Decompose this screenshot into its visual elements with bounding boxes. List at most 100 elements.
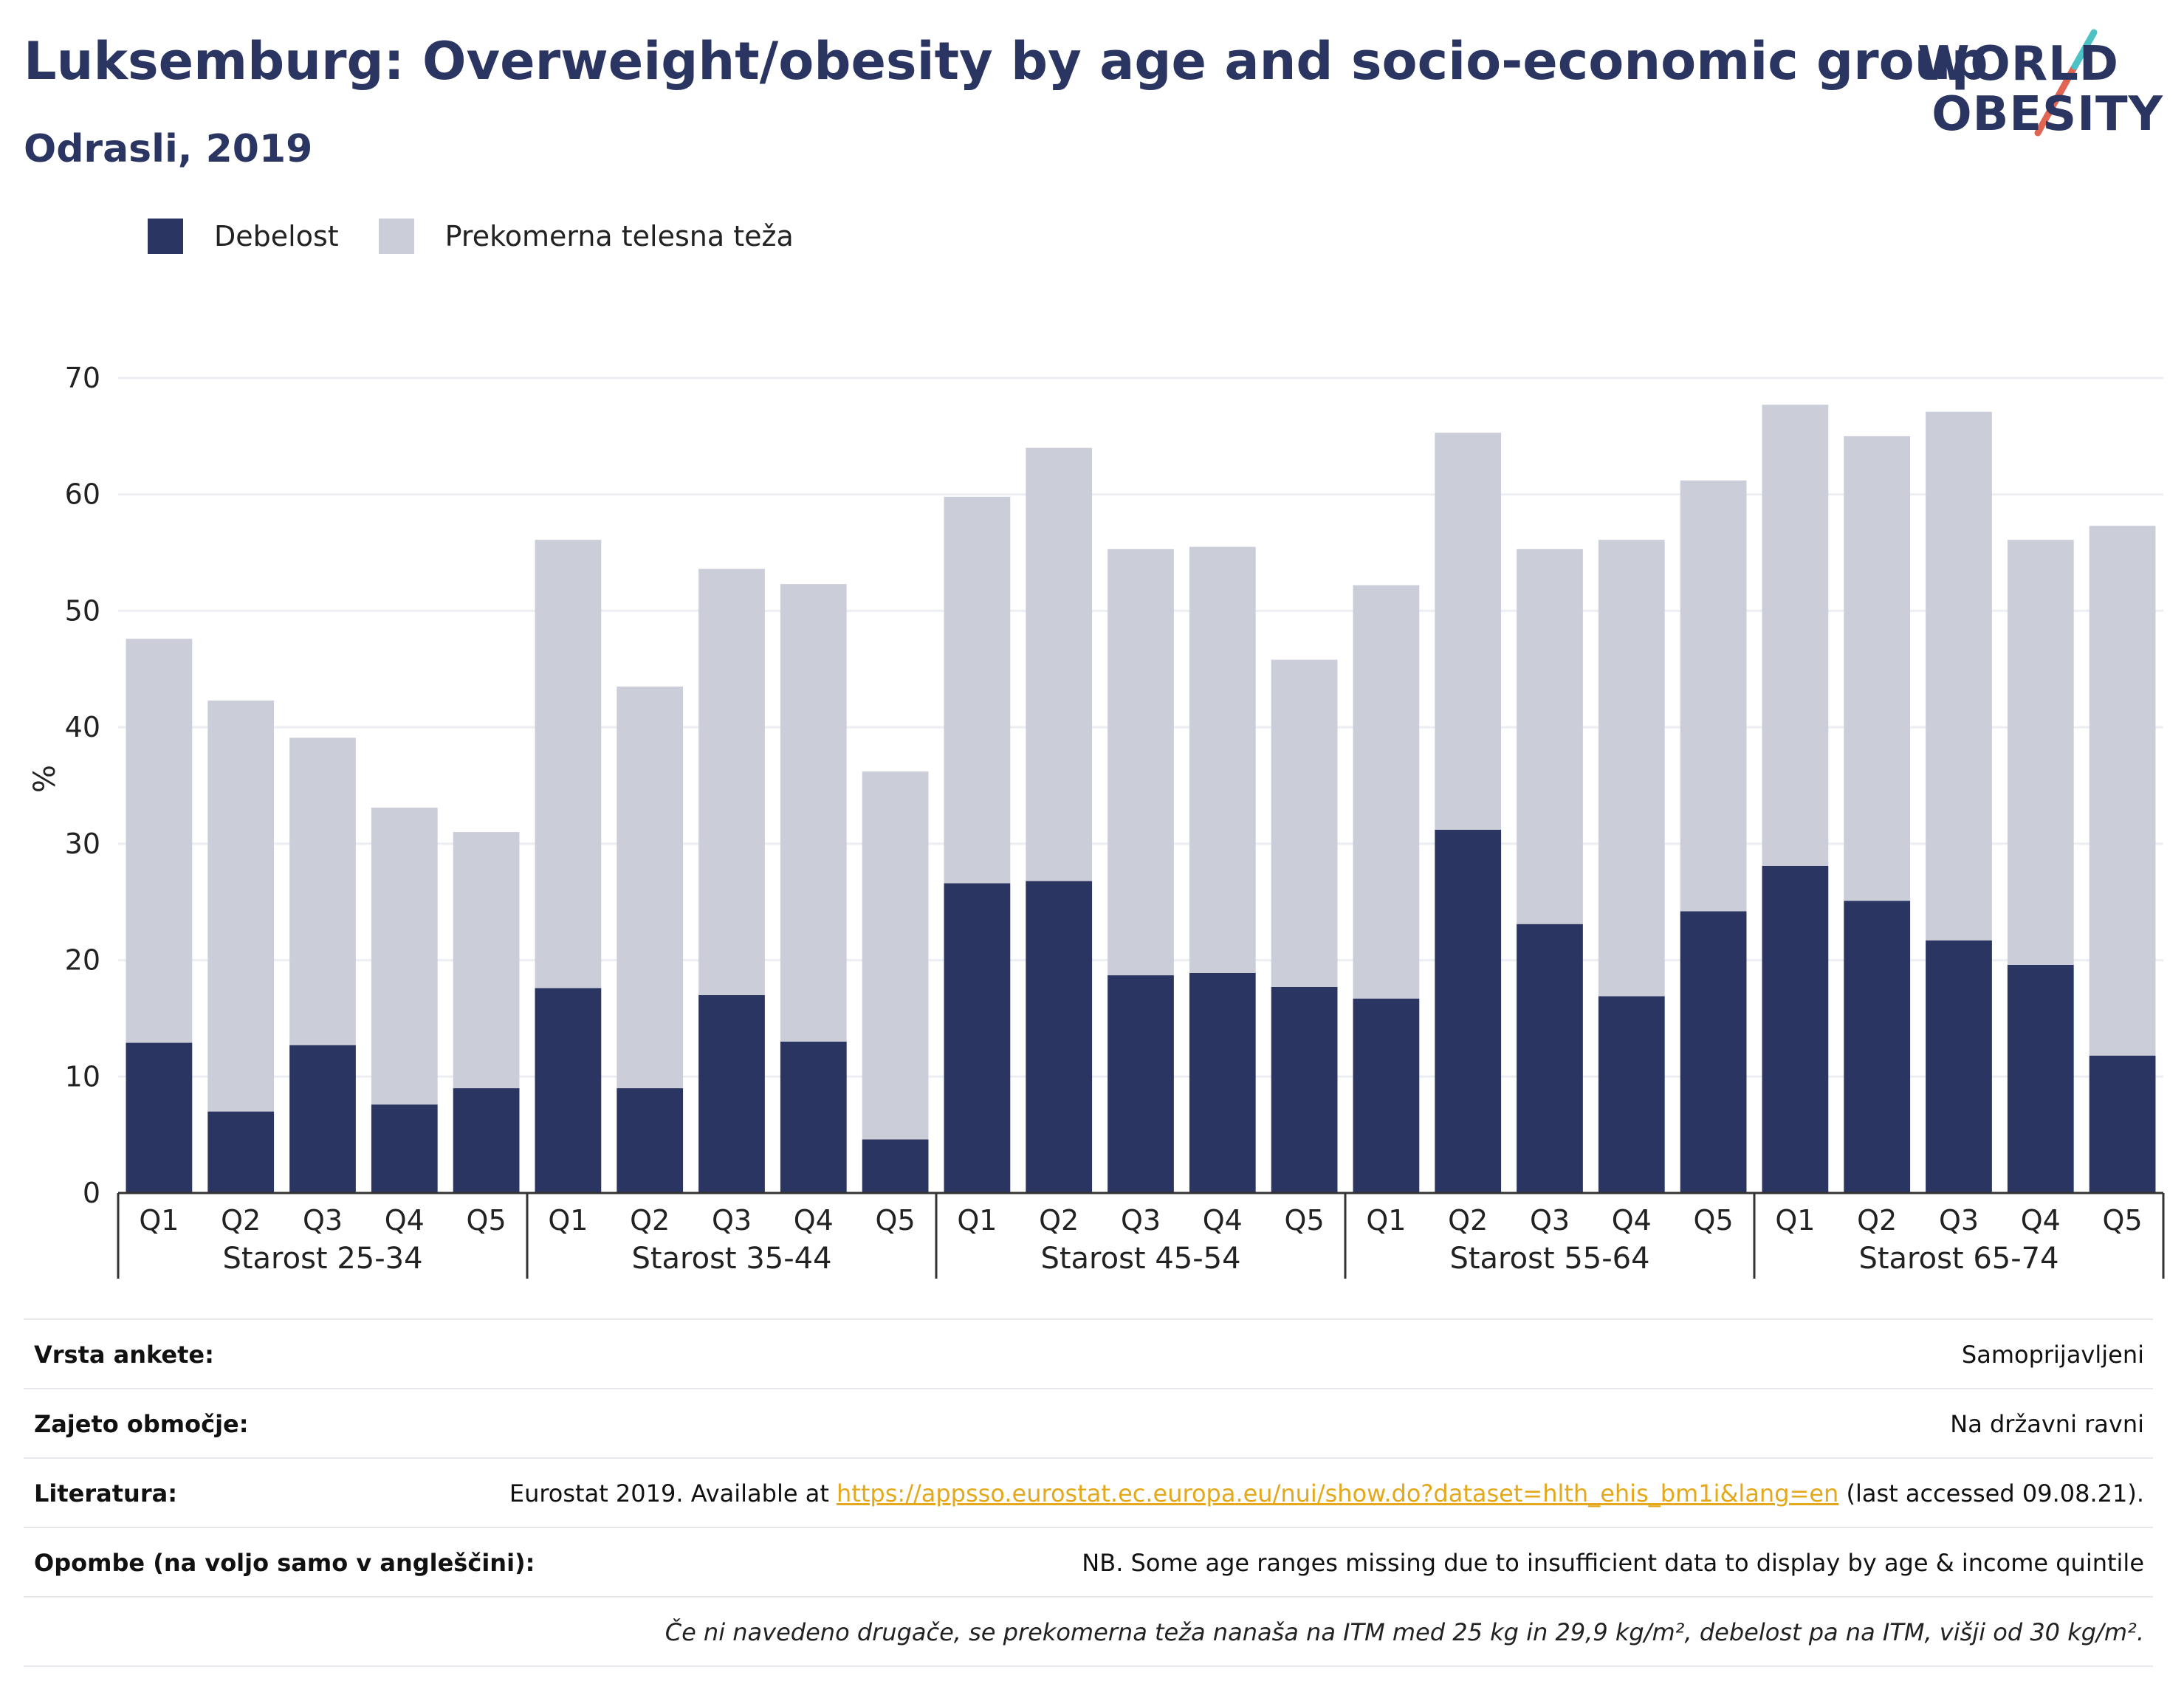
- bar-obesity: [1680, 911, 1747, 1193]
- world-obesity-logo: WORLD OBESITY: [1917, 22, 2163, 155]
- bar-obesity: [453, 1088, 520, 1193]
- reference-link[interactable]: https://appsso.eurostat.ec.europa.eu/nui…: [837, 1479, 1839, 1507]
- x-tick-label: Q2: [1448, 1204, 1488, 1237]
- x-tick-label: Q3: [1121, 1204, 1161, 1237]
- group-label: Starost 55-64: [1449, 1242, 1649, 1276]
- meta-value: Samoprijavljeni: [1961, 1341, 2144, 1369]
- bar-obesity: [1844, 901, 1911, 1193]
- bmi-footnote: Če ni navedeno drugače, se prekomerna te…: [665, 1618, 2144, 1646]
- bar-obesity: [617, 1088, 684, 1193]
- x-tick-label: Q5: [1285, 1204, 1325, 1237]
- bar-overweight: [1189, 546, 1256, 973]
- group-label: Starost 35-44: [631, 1242, 831, 1276]
- legend-label-overweight: Prekomerna telesna teža: [444, 220, 794, 252]
- bar-obesity: [535, 988, 602, 1193]
- meta-key: Zajeto območje:: [34, 1410, 249, 1438]
- bar-overweight: [207, 700, 275, 1112]
- group-label: Starost 65-74: [1858, 1242, 2058, 1276]
- x-tick-label: Q5: [1694, 1204, 1734, 1237]
- meta-row-notes: Opombe (na voljo samo v angleščini): NB.…: [24, 1528, 2153, 1598]
- bar-obesity: [289, 1045, 356, 1193]
- bar-overweight: [617, 686, 684, 1089]
- metadata-table: Vrsta ankete: Samoprijavljeni Zajeto obm…: [24, 1318, 2153, 1667]
- bar-obesity: [2089, 1055, 2156, 1193]
- meta-row-references: Literatura: Eurostat 2019. Available at …: [24, 1459, 2153, 1528]
- bar-overweight: [1271, 659, 1338, 987]
- y-tick-label: 30: [65, 828, 100, 860]
- bar-obesity: [371, 1104, 438, 1193]
- legend-swatch-overweight: [378, 219, 414, 254]
- chart-subtitle: Odrasli, 2019: [24, 127, 313, 171]
- x-tick-label: Q4: [1203, 1204, 1243, 1237]
- legend-label-obesity: Debelost: [214, 220, 339, 252]
- bar-obesity: [1026, 881, 1093, 1193]
- reference-suffix: (last accessed 09.08.21).: [1838, 1479, 2144, 1507]
- x-tick-label: Q5: [876, 1204, 916, 1237]
- x-tick-label: Q3: [712, 1204, 752, 1237]
- x-tick-label: Q1: [957, 1204, 997, 1237]
- legend-item-overweight[interactable]: Prekomerna telesna teža: [378, 219, 794, 254]
- bar-obesity: [944, 883, 1011, 1193]
- bar-overweight: [1844, 436, 1911, 901]
- logo-slash-red: [2034, 63, 2078, 137]
- bar-overweight: [1353, 585, 1420, 999]
- meta-row-survey-type: Vrsta ankete: Samoprijavljeni: [24, 1320, 2153, 1389]
- bar-obesity: [1271, 986, 1338, 1193]
- x-tick-label: Q3: [303, 1204, 343, 1237]
- logo-slash-teal: [2071, 29, 2098, 70]
- bar-overweight: [1762, 405, 1829, 866]
- meta-key: Vrsta ankete:: [34, 1341, 214, 1369]
- bar-obesity: [698, 994, 765, 1193]
- logo-text-world: WORLD: [1917, 37, 2119, 92]
- bar-obesity: [780, 1041, 847, 1193]
- x-tick-label: Q1: [548, 1204, 588, 1237]
- bar-overweight: [535, 540, 602, 989]
- group-label: Starost 45-54: [1040, 1242, 1240, 1276]
- x-tick-label: Q4: [1612, 1204, 1652, 1237]
- x-tick-label: Q4: [794, 1204, 834, 1237]
- bar-overweight: [944, 496, 1011, 884]
- bar-overweight: [2089, 526, 2156, 1056]
- x-tick-label: Q1: [139, 1204, 179, 1237]
- legend-swatch-obesity: [148, 219, 183, 254]
- meta-key: Literatura:: [34, 1479, 177, 1507]
- meta-value: Na državni ravni: [1950, 1410, 2144, 1438]
- bar-overweight: [289, 738, 356, 1045]
- bar-obesity: [1517, 924, 1583, 1193]
- bar-overweight: [1435, 433, 1502, 830]
- x-tick-label: Q2: [1039, 1204, 1079, 1237]
- x-tick-label: Q2: [1857, 1204, 1897, 1237]
- bar-obesity: [1598, 996, 1665, 1193]
- x-tick-label: Q2: [630, 1204, 670, 1237]
- chart-title: Luksemburg: Overweight/obesity by age an…: [24, 31, 1988, 92]
- bar-obesity: [1435, 829, 1502, 1193]
- x-tick-label: Q2: [221, 1204, 261, 1237]
- legend-item-obesity[interactable]: Debelost: [148, 219, 339, 254]
- bar-obesity: [1762, 865, 1829, 1193]
- bar-obesity: [1353, 998, 1420, 1193]
- chart-legend: Debelost Prekomerna telesna teža: [148, 219, 834, 254]
- bar-obesity: [1926, 940, 1992, 1193]
- meta-row-footnote: Če ni navedeno drugače, se prekomerna te…: [24, 1598, 2153, 1667]
- bar-obesity: [1108, 975, 1174, 1193]
- bar-overweight: [1517, 549, 1583, 924]
- y-tick-label: 20: [65, 944, 100, 977]
- y-tick-label: 60: [65, 478, 100, 511]
- bar-overweight: [1926, 411, 1992, 941]
- bar-overweight: [1598, 540, 1665, 997]
- meta-row-coverage: Zajeto območje: Na državni ravni: [24, 1389, 2153, 1459]
- bar-overweight: [1108, 549, 1174, 976]
- x-tick-label: Q5: [467, 1204, 506, 1237]
- logo-text-obesity: OBESITY: [1931, 87, 2163, 142]
- bar-overweight: [780, 584, 847, 1042]
- x-tick-label: Q5: [2103, 1204, 2143, 1237]
- bar-obesity: [1189, 972, 1256, 1193]
- logo-slash-icon: [2034, 29, 2098, 137]
- x-tick-label: Q3: [1939, 1204, 1979, 1237]
- bar-obesity: [207, 1111, 275, 1193]
- bar-obesity: [2007, 964, 2074, 1193]
- bar-overweight: [862, 771, 929, 1140]
- bar-obesity: [126, 1042, 193, 1193]
- x-tick-label: Q1: [1366, 1204, 1406, 1237]
- bar-overweight: [453, 832, 520, 1089]
